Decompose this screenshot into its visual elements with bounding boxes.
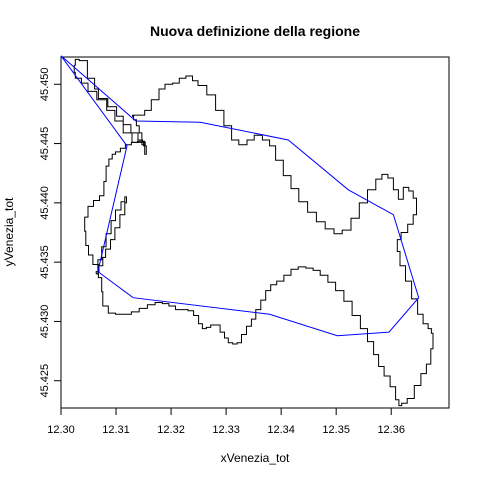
x-tick-label: 12.32 [157,424,185,436]
y-tick-label: 45.440 [39,186,51,220]
y-tick-label: 45.425 [39,364,51,398]
x-tick-label: 12.35 [322,424,350,436]
chart-title: Nuova definizione della regione [150,23,360,39]
x-ticks: 12.30 12.31 12.32 12.33 12.34 12.35 12.36 [47,408,405,436]
y-axis-label: yVenezia_tot [2,197,16,266]
y-axis: 45.425 45.430 45.435 45.440 45.445 45.450 yVe… [2,67,61,398]
series-line-4 [60,55,420,337]
x-tick-label: 12.33 [212,424,240,436]
y-tick-label: 45.430 [39,305,51,339]
x-tick-label: 12.36 [377,424,405,436]
series-layer [60,55,434,407]
x-axis: 12.30 12.31 12.32 12.33 12.34 12.35 12.36 xVen… [47,408,405,465]
y-tick-label: 45.450 [39,67,51,101]
x-tick-label: 12.31 [102,424,130,436]
x-tick-label: 12.30 [47,424,75,436]
y-tick-label: 45.435 [39,245,51,279]
x-tick-label: 12.34 [267,424,295,436]
plot-panel [60,55,450,409]
y-ticks: 45.425 45.430 45.435 45.440 45.445 45.450 [39,67,61,398]
x-axis-label: xVenezia_tot [221,451,290,465]
plot-frame [60,56,450,409]
y-tick-label: 45.445 [39,127,51,161]
series-line-2 [84,75,434,407]
series-line-3 [95,196,127,275]
series-line-1 [73,58,146,146]
